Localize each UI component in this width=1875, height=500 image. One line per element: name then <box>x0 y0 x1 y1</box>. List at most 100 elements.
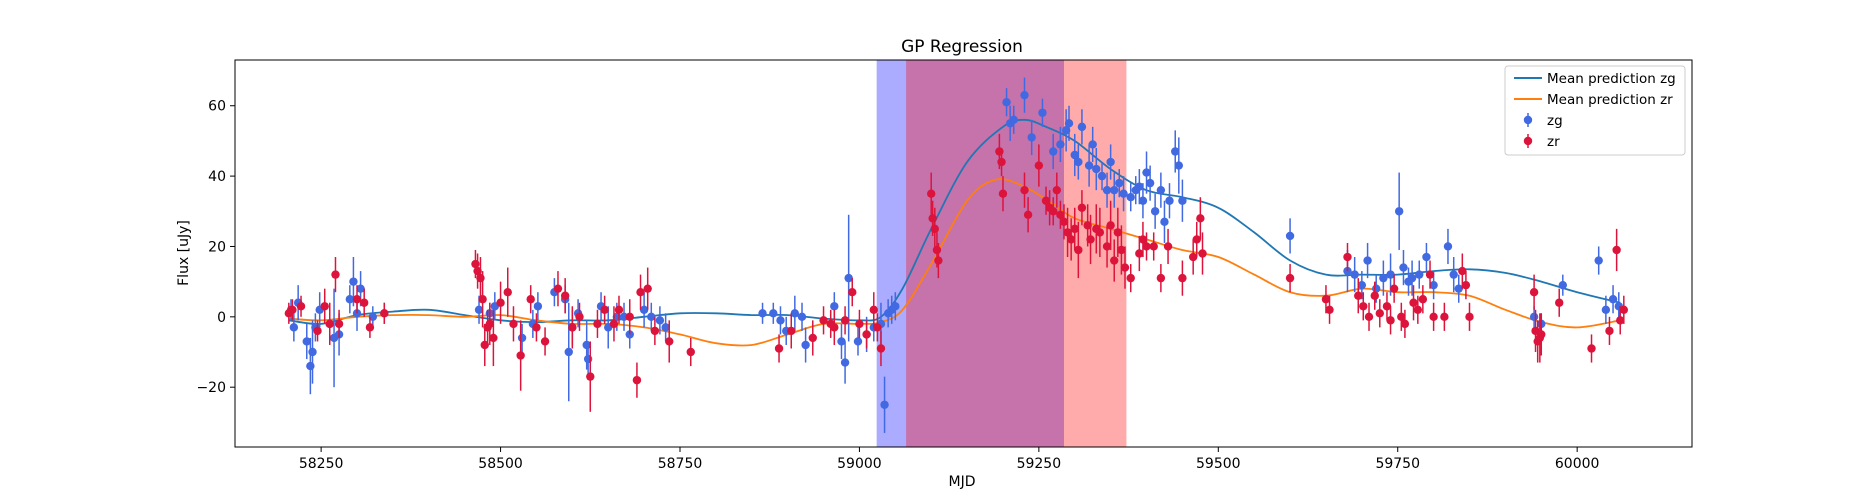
zg-point-78 <box>1115 178 1124 188</box>
zg-point-5 <box>308 347 317 357</box>
plot-frame <box>234 59 1693 448</box>
x-axis-label: MJD <box>949 474 976 490</box>
zr-point-115 <box>1413 305 1423 314</box>
y-tick-label-0: 0 <box>217 310 226 326</box>
zr-point-46 <box>819 316 828 325</box>
zr-point-44 <box>787 326 796 336</box>
legend: Mean prediction zg Mean prediction zr zg… <box>1504 65 1686 156</box>
zg-point-70 <box>1077 122 1087 132</box>
zg-point-111 <box>1529 312 1539 322</box>
zr-point-37 <box>632 375 642 385</box>
zg-point-104 <box>1407 273 1417 283</box>
zg-point-102 <box>1399 263 1408 272</box>
zg-point-60 <box>1009 115 1018 125</box>
zg-point-37 <box>655 316 665 325</box>
x-tick-label-59500: 59500 <box>1196 456 1241 472</box>
zg-point-90 <box>1171 147 1180 156</box>
zr-point-79 <box>1086 235 1095 244</box>
zr-point-61 <box>995 147 1004 156</box>
zr-point-9 <box>359 298 369 307</box>
zr-point-100 <box>1285 273 1295 283</box>
zr-point-94 <box>1163 242 1173 251</box>
zg-point-109 <box>1449 270 1458 279</box>
zr-point-11 <box>380 309 389 318</box>
zg-point-49 <box>844 273 853 283</box>
zg-point-47 <box>837 337 846 346</box>
x-tick-label-58750: 58750 <box>658 456 703 472</box>
zr-point-66 <box>1034 161 1044 170</box>
zr-point-42 <box>686 347 695 357</box>
zr-point-24 <box>526 295 535 304</box>
zg-point-29 <box>583 354 593 364</box>
zg-point-105 <box>1415 270 1424 279</box>
zr-point-83 <box>1106 221 1115 230</box>
zg-point-61 <box>1020 90 1029 100</box>
zg-point-20 <box>517 333 527 343</box>
zr-point-49 <box>840 316 850 325</box>
legend-label-mean-zg: Mean prediction zg <box>1547 71 1676 87</box>
zg-point-39 <box>758 309 767 318</box>
zr-point-97 <box>1192 235 1201 244</box>
zr-point-35 <box>614 305 624 314</box>
zr-point-2 <box>296 302 306 311</box>
zr-point-18 <box>485 319 494 329</box>
zg-point-57 <box>891 302 900 311</box>
zg-point-1 <box>289 323 299 332</box>
zr-point-39 <box>643 284 652 293</box>
zr-point-45 <box>808 333 817 343</box>
legend-label-mean-zr: Mean prediction zr <box>1547 92 1673 108</box>
zg-point-91 <box>1174 161 1184 170</box>
zg-point-46 <box>830 302 839 311</box>
zg-point-72 <box>1088 140 1097 149</box>
zg-point-41 <box>776 316 785 325</box>
zg-point-84 <box>1142 168 1151 177</box>
zg-point-88 <box>1160 217 1169 227</box>
x-tick-label-58250: 58250 <box>299 456 344 472</box>
zg-point-43 <box>790 309 800 318</box>
zg-point-82 <box>1135 182 1144 191</box>
zr-point-91 <box>1142 242 1151 251</box>
zr-point-116 <box>1418 295 1428 304</box>
zr-point-102 <box>1325 305 1334 314</box>
zg-point-115 <box>1601 305 1611 314</box>
zr-point-40 <box>650 326 660 336</box>
shaded-region-0 <box>876 60 1064 447</box>
zg-point-74 <box>1097 171 1107 181</box>
zg-point-17 <box>474 305 484 314</box>
zr-point-132 <box>1616 316 1625 325</box>
zg-point-69 <box>1074 157 1083 167</box>
zr-point-41 <box>665 337 674 346</box>
zg-point-14 <box>356 284 365 293</box>
zr-point-48 <box>830 323 839 332</box>
y-axis-ticks: −20 0 20 40 60 <box>196 99 235 396</box>
zr-point-13 <box>473 266 482 276</box>
x-tick-label-60000: 60000 <box>1555 456 1600 472</box>
zr-point-43 <box>774 344 784 353</box>
zg-point-108 <box>1443 242 1453 251</box>
zr-point-70 <box>1052 185 1062 195</box>
zr-point-89 <box>1135 249 1144 258</box>
zr-point-59 <box>932 245 942 255</box>
zg-point-62 <box>1027 133 1036 142</box>
x-tick-label-59250: 59250 <box>1017 456 1062 472</box>
zr-point-34 <box>609 319 619 329</box>
zg-point-97 <box>1363 256 1372 265</box>
zr-point-56 <box>927 189 936 198</box>
zr-point-130 <box>1605 326 1614 336</box>
zr-point-55 <box>876 344 886 353</box>
zg-point-45 <box>801 340 810 350</box>
zr-point-69 <box>1049 207 1058 216</box>
legend-box <box>1504 65 1686 156</box>
zr-point-73 <box>1063 228 1072 237</box>
zg-point-77 <box>1110 185 1119 195</box>
zr-point-122 <box>1465 312 1474 322</box>
zr-point-76 <box>1074 245 1083 255</box>
zr-point-20 <box>496 298 505 307</box>
zr-point-1 <box>288 305 297 314</box>
zg-point-96 <box>1357 280 1367 290</box>
zr-point-23 <box>516 351 525 360</box>
shaded-regions <box>876 60 1127 447</box>
zg-point-66 <box>1061 126 1071 135</box>
zr-point-15 <box>478 295 487 304</box>
zr-point-58 <box>930 224 939 234</box>
